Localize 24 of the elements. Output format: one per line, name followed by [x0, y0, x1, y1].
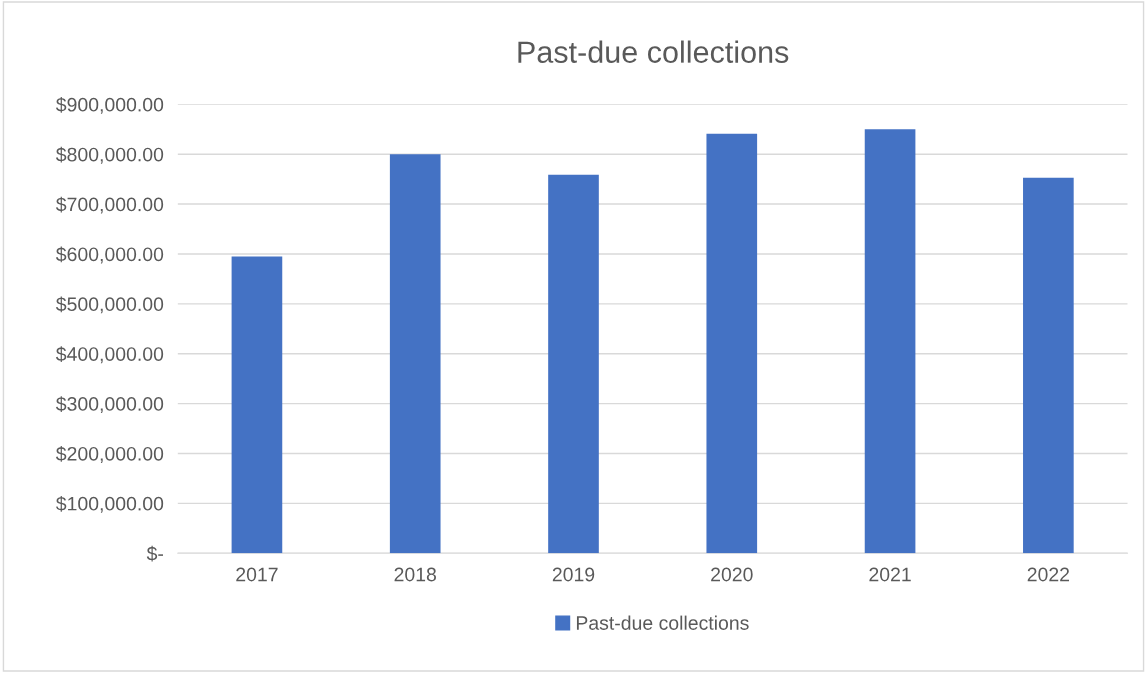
x-tick-label: 2020	[711, 567, 753, 582]
chart-title: Past-due collections	[518, 40, 789, 63]
x-tick-label: 2018	[394, 567, 436, 582]
y-tick-label: $900,000.00	[55, 96, 164, 114]
bar	[389, 154, 441, 554]
legend-label: Past-due collections	[576, 615, 749, 630]
y-tick-label: $700,000.00	[55, 196, 164, 214]
y-tick-label: $500,000.00	[55, 296, 164, 314]
bar	[706, 133, 758, 554]
y-tick-label: $800,000.00	[55, 146, 164, 164]
y-tick-label: $300,000.00	[55, 396, 164, 414]
y-tick-label: $100,000.00	[55, 495, 164, 513]
y-tick-label: $200,000.00	[55, 446, 164, 463]
y-tick-label: $600,000.00	[55, 246, 164, 264]
x-tick-label: 2022	[1027, 567, 1070, 582]
x-tick-label: 2021	[869, 567, 911, 582]
bar	[548, 174, 599, 554]
x-tick-label: 2017	[236, 567, 278, 582]
bar	[864, 129, 916, 554]
bar	[1023, 177, 1074, 554]
bar	[231, 256, 283, 554]
y-tick-label: $400,000.00	[55, 346, 164, 364]
x-tick-label: 2019	[552, 567, 595, 582]
y-tick-label: $-	[146, 545, 164, 562]
